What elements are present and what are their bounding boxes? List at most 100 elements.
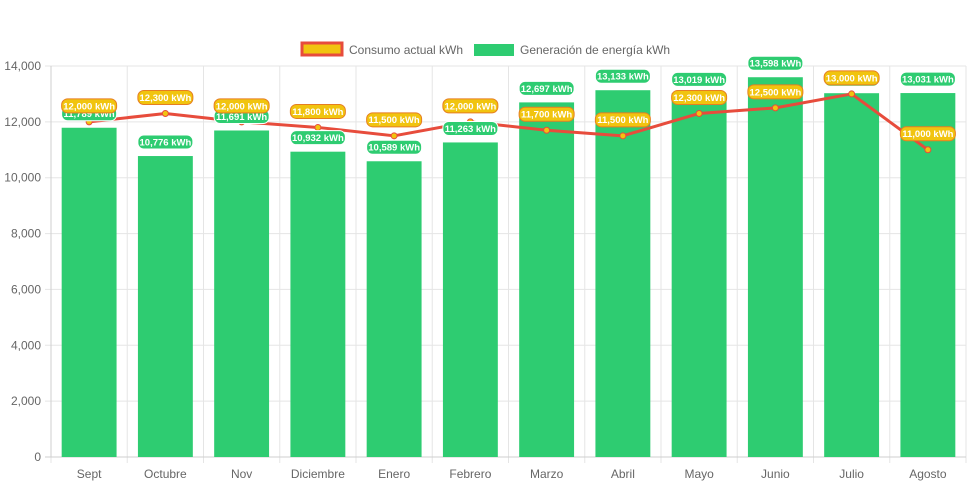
line-label-sept-box [61,98,118,114]
bar-label-agosto-text: 13,031 kWh [902,74,954,85]
bar-label-febrero: 11,263 kWh [442,120,499,136]
bar-label-abril-text: 13,133 kWh [597,72,649,83]
legend[interactable]: Consumo actual kWh Generación de energía … [300,41,670,57]
bar-label-diciembre-text: 10,932 kWh [292,133,344,144]
point-julio[interactable] [848,90,856,98]
point-diciembre[interactable] [314,123,322,131]
bar-mayo[interactable] [671,93,727,458]
line-label-octubre-text: 12,300 kWh [140,93,192,104]
x-tick-label-nov: Nov [231,467,252,481]
point-junio[interactable] [771,104,779,112]
line-label-agosto: 11,000 kWh [899,126,956,142]
line-label-marzo: 11,700 kWh [518,106,575,122]
line-label-marzo-box [518,106,575,122]
bar-febrero[interactable] [442,142,498,458]
line-label-junio-text: 12,500 kWh [750,87,802,98]
bar-label-diciembre: 10,932 kWh [289,130,346,146]
bar-label-junio-text: 13,598 kWh [750,59,802,70]
x-tick-label-enero: Enero [378,467,410,481]
bar-diciembre[interactable] [290,151,346,457]
legend-item-consumo[interactable]: Consumo actual kWh [300,41,463,57]
bar-label-mayo: 13,019 kWh [671,71,728,87]
bar-label-marzo: 12,697 kWh [518,80,575,96]
legend-item-generacion[interactable]: Generación de energía kWh [474,43,670,57]
line-label-nov-text: 12,000 kWh [216,101,268,112]
y-tick-label: 8,000 [11,227,41,241]
bar-label-octubre-text: 10,776 kWh [140,137,192,148]
x-tick-label-octubre: Octubre [144,467,187,481]
point-enero[interactable] [390,132,398,140]
line-label-octubre-box [137,89,194,105]
line-label-enero-text: 11,500 kWh [369,115,420,126]
bar-label-enero-text: 10,589 kWh [368,143,420,154]
legend-swatch-consumo [300,41,344,57]
point-marzo[interactable] [543,126,551,134]
legend-label-generacion: Generación de energía kWh [520,43,670,57]
bar-abril[interactable] [595,90,651,457]
bar-label-marzo-text: 12,697 kWh [521,84,573,95]
bar-label-sept-text: 11,789 kWh [64,109,115,120]
x-tick-label-marzo: Marzo [530,467,564,481]
x-tick-label-sept: Sept [77,467,102,481]
line-label-abril: 11,500 kWh [594,112,651,128]
legend-label-consumo: Consumo actual kWh [349,43,463,57]
line-label-febrero: 12,000 kWh [442,98,499,114]
line-label-abril-box [594,112,651,128]
bar-label-marzo-box [518,80,575,96]
grid-lines [45,65,967,463]
bar-octubre[interactable] [137,156,193,457]
y-tick-label: 2,000 [11,394,41,408]
line-label-enero-box [366,112,423,128]
bar-label-junio-box [747,55,804,71]
x-tick-label-agosto: Agosto [909,467,947,481]
bar-label-diciembre-box [289,130,346,146]
bar-label-nov-text: 11,691 kWh [216,112,267,123]
y-tick-label: 10,000 [4,171,41,185]
line-label-nov-box [213,98,270,114]
y-tick-label: 4,000 [11,338,41,352]
bar-nov[interactable] [214,130,270,458]
bar-label-abril-box [594,68,651,84]
line-label-abril-text: 11,500 kWh [597,115,648,126]
legend-swatch-generacion [474,44,514,56]
line-label-julio-box [823,70,880,86]
bar-series-generacion [61,77,956,458]
bar-label-febrero-box [442,120,499,136]
x-tick-label-febrero: Febrero [449,467,491,481]
line-label-junio: 12,500 kWh [747,84,804,100]
bar-junio[interactable] [747,77,803,457]
point-agosto[interactable] [924,146,932,154]
line-label-febrero-box [442,98,499,114]
x-tick-label-diciembre: Diciembre [291,467,345,481]
y-tick-label: 6,000 [11,282,41,296]
point-mayo[interactable] [695,109,703,117]
y-axis-ticks: 0 2,000 4,000 6,000 8,000 10,000 12,000 14,000 [4,59,41,464]
x-tick-label-julio: Julio [839,467,864,481]
bar-agosto[interactable] [900,93,956,458]
point-abril[interactable] [619,132,627,140]
x-tick-label-abril: Abril [611,467,635,481]
line-label-diciembre-text: 11,800 kWh [292,107,343,118]
bar-julio[interactable] [824,93,880,458]
bar-label-mayo-box [671,71,728,87]
bar-enero[interactable] [366,161,422,458]
x-tick-label-mayo: Mayo [684,467,714,481]
line-label-nov: 12,000 kWh [213,98,270,114]
x-axis-ticks: Sept Octubre Nov Diciembre Enero Febrero Marzo… [77,467,947,481]
bar-label-abril: 13,133 kWh [594,68,651,84]
line-label-sept: 12,000 kWh [61,98,118,114]
line-label-enero: 11,500 kWh [366,112,423,128]
line-label-diciembre-box [289,103,346,119]
y-tick-label: 0 [34,450,41,464]
bar-marzo[interactable] [519,102,575,457]
line-label-febrero-text: 12,000 kWh [445,101,497,112]
bar-label-mayo-text: 13,019 kWh [673,75,725,86]
point-octubre[interactable] [161,109,169,117]
line-label-diciembre: 11,800 kWh [289,103,346,119]
line-label-sept-text: 12,000 kWh [63,101,115,112]
line-label-julio-text: 13,000 kWh [826,73,878,84]
line-label-mayo: 12,300 kWh [671,89,728,105]
bar-sept[interactable] [61,127,117,458]
bar-label-febrero-text: 11,263 kWh [445,124,496,135]
